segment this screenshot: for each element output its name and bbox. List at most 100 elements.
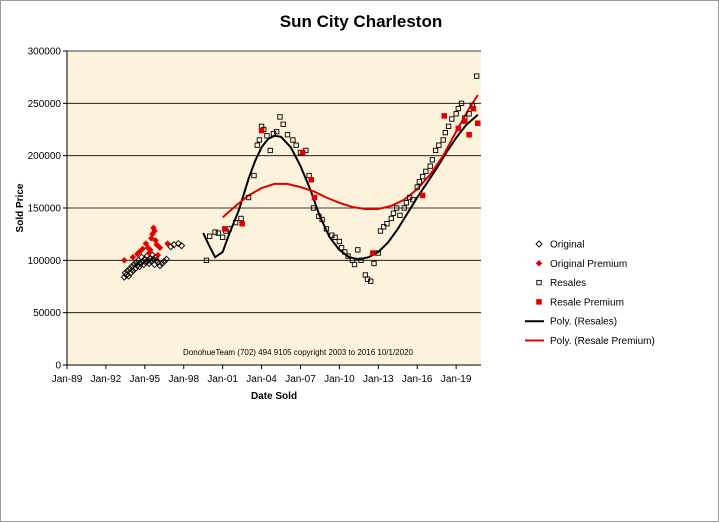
data-point xyxy=(453,111,459,117)
data-point xyxy=(299,149,306,156)
data-point xyxy=(136,248,143,256)
data-point xyxy=(440,137,446,143)
data-point xyxy=(126,265,134,273)
data-point xyxy=(474,73,480,79)
legend-label: Original xyxy=(550,240,584,251)
data-point xyxy=(427,163,433,169)
data-point xyxy=(203,257,210,263)
x-tick-label: Jan-16 xyxy=(402,374,433,385)
data-point xyxy=(284,132,291,138)
data-point xyxy=(429,157,436,163)
data-point xyxy=(390,210,397,216)
data-point xyxy=(146,246,154,254)
data-point xyxy=(127,269,135,277)
data-point xyxy=(147,234,155,242)
data-point xyxy=(258,127,265,134)
data-point xyxy=(358,257,364,263)
data-point xyxy=(423,168,429,175)
data-point xyxy=(238,215,244,222)
y-tick-label: 100000 xyxy=(28,256,62,267)
x-tick-label: Jan-13 xyxy=(363,374,394,385)
data-point xyxy=(132,258,140,267)
data-point xyxy=(432,147,439,154)
data-point xyxy=(145,259,153,268)
data-point xyxy=(129,267,137,275)
data-point xyxy=(207,233,213,239)
y-tick-label: 0 xyxy=(55,361,61,372)
data-point xyxy=(397,212,403,218)
data-point xyxy=(368,278,374,284)
y-tick-labels: 0 50000 100000 150000 200000 250000 300000 xyxy=(28,47,62,372)
data-point xyxy=(375,250,381,256)
data-point xyxy=(232,220,239,226)
data-point xyxy=(466,111,472,117)
x-tick-label: Jan-10 xyxy=(324,374,355,385)
data-point xyxy=(458,100,465,106)
legend-label: Poly. (Resale Premium) xyxy=(550,336,655,347)
data-point xyxy=(177,242,186,250)
data-point xyxy=(124,272,133,280)
data-point xyxy=(462,118,468,124)
data-point xyxy=(441,113,447,119)
data-points xyxy=(120,73,481,284)
data-point xyxy=(319,216,325,223)
data-point xyxy=(256,137,263,143)
x-tick-label: Jan-98 xyxy=(168,374,199,385)
legend-marker xyxy=(536,279,542,286)
data-point xyxy=(120,256,128,264)
data-point xyxy=(158,259,166,268)
data-point xyxy=(277,114,283,120)
axes xyxy=(66,51,481,369)
data-point xyxy=(139,245,147,253)
data-point xyxy=(384,221,390,227)
data-point xyxy=(162,255,171,263)
data-point xyxy=(416,179,423,185)
data-point xyxy=(164,240,171,247)
data-point xyxy=(153,241,161,248)
y-tick-label: 150000 xyxy=(28,204,62,215)
data-point xyxy=(129,253,137,261)
data-point xyxy=(290,137,296,143)
data-point xyxy=(251,172,257,179)
data-point xyxy=(274,128,280,135)
data-point xyxy=(212,229,218,235)
data-point xyxy=(323,226,330,232)
y-tick-label: 50000 xyxy=(33,308,61,319)
data-point xyxy=(254,142,260,148)
x-tick-label: Jan-07 xyxy=(285,374,316,385)
data-point xyxy=(355,247,361,253)
x-tick-label: Jan-04 xyxy=(246,374,277,385)
data-point xyxy=(264,133,270,139)
data-point xyxy=(442,129,448,136)
data-point xyxy=(167,243,175,251)
x-tick-label: Jan-92 xyxy=(91,374,122,385)
legend-label: Resale Premium xyxy=(550,297,624,308)
x-tick-label: Jan-95 xyxy=(130,374,161,385)
data-point xyxy=(336,238,343,245)
data-point xyxy=(160,257,168,266)
data-point xyxy=(419,173,426,180)
data-point xyxy=(475,120,481,126)
x-tick-label: Jan-89 xyxy=(52,374,83,385)
x-tick-labels: Jan-89 Jan-92 Jan-95 Jan-98 Jan-01 Jan-04 Jan-… xyxy=(52,374,472,385)
data-point xyxy=(381,224,387,230)
data-point xyxy=(394,205,400,211)
data-point xyxy=(267,147,273,154)
data-point xyxy=(215,230,221,236)
data-point xyxy=(401,205,407,211)
gridlines xyxy=(63,50,481,366)
legend: Original Original Premium Resales Resale Pr… xyxy=(525,240,655,347)
x-tick-label: Jan-19 xyxy=(441,374,472,385)
y-tick-label: 250000 xyxy=(28,99,62,110)
data-point xyxy=(154,258,162,267)
legend-label: Original Premium xyxy=(550,259,627,270)
data-point xyxy=(466,131,472,138)
legend-label: Poly. (Resales) xyxy=(550,317,617,328)
data-point xyxy=(151,227,158,235)
legend-label: Resales xyxy=(550,278,586,289)
x-axis-title: Date Sold xyxy=(251,391,297,402)
data-point xyxy=(419,192,426,199)
y-tick-label: 300000 xyxy=(28,47,62,58)
data-point xyxy=(338,245,345,251)
